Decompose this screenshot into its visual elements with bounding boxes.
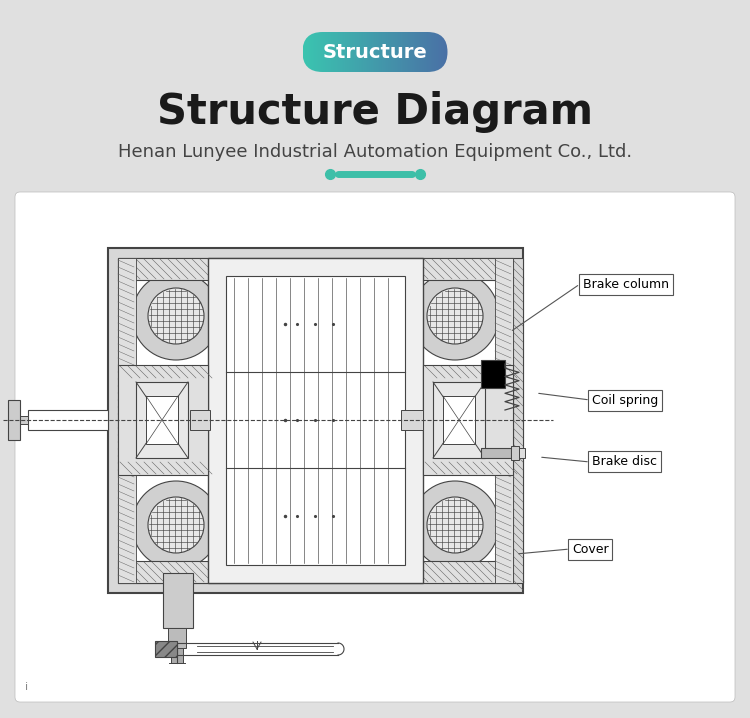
Bar (401, 410, 423, 430)
Bar (118, 258, 513, 280)
Bar (208, 258, 423, 583)
Text: Structure: Structure (322, 42, 428, 62)
Text: Henan Lunyee Industrial Automation Equipment Co., Ltd.: Henan Lunyee Industrial Automation Equip… (118, 143, 632, 161)
Bar (511, 446, 519, 460)
Circle shape (411, 272, 499, 360)
Circle shape (148, 288, 204, 344)
Bar (423, 365, 513, 475)
Circle shape (427, 288, 483, 344)
Bar (118, 258, 513, 583)
Bar (481, 360, 505, 388)
Text: i: i (25, 682, 28, 692)
Bar (155, 641, 177, 657)
Circle shape (132, 481, 220, 569)
Bar (108, 248, 523, 593)
Bar (171, 648, 183, 663)
Circle shape (411, 481, 499, 569)
Bar (146, 396, 178, 444)
Text: Brake disc: Brake disc (592, 455, 657, 468)
Bar (495, 258, 513, 583)
Bar (433, 382, 485, 458)
Bar (118, 365, 208, 475)
Bar (226, 276, 405, 565)
Bar (190, 410, 210, 430)
Bar (163, 573, 193, 628)
Text: Structure Diagram: Structure Diagram (157, 91, 593, 133)
Bar (168, 628, 186, 648)
Bar (18, 416, 28, 424)
Text: Coil spring: Coil spring (592, 394, 658, 407)
Circle shape (132, 272, 220, 360)
Bar (513, 258, 523, 583)
Text: Cover: Cover (572, 543, 609, 556)
Bar (136, 382, 188, 458)
FancyBboxPatch shape (15, 192, 735, 702)
Bar (443, 396, 475, 444)
Bar (519, 448, 525, 458)
Circle shape (148, 497, 204, 553)
Bar (8, 400, 20, 440)
Bar (118, 561, 513, 583)
Text: Brake column: Brake column (583, 278, 669, 291)
Bar (28, 410, 108, 430)
Circle shape (427, 497, 483, 553)
Bar (118, 258, 136, 583)
Bar (481, 448, 511, 458)
